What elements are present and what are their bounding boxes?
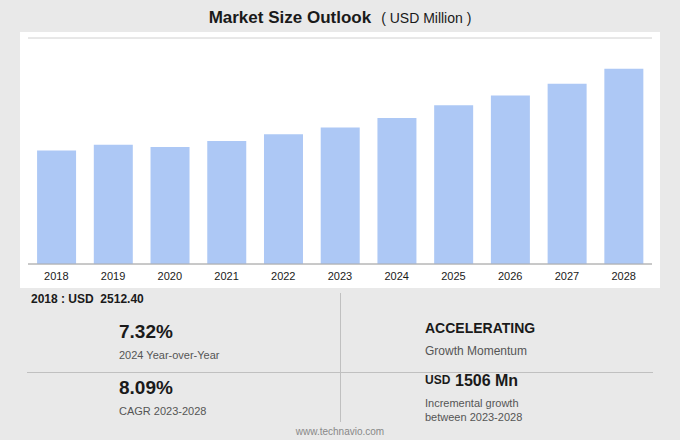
svg-text:2021: 2021 bbox=[214, 270, 238, 282]
html-text:2018 : USD 2512.40: 2018 : USD 2512.40 bbox=[31, 292, 144, 306]
html-text:between 2023-2028: between 2023-2028 bbox=[425, 411, 523, 423]
html-text:2024 Year-over-Year: 2024 Year-over-Year bbox=[119, 349, 220, 361]
svg-text:2024: 2024 bbox=[384, 270, 408, 282]
html-text:Incremental growth: Incremental growth bbox=[425, 397, 519, 409]
svg-text:2022: 2022 bbox=[271, 270, 295, 282]
html-text:Growth Momentum: Growth Momentum bbox=[425, 344, 527, 359]
html-text:7.32%: 7.32% bbox=[119, 320, 173, 342]
svg-text:2028: 2028 bbox=[611, 270, 635, 282]
svg-text:2018: 2018 bbox=[44, 270, 68, 282]
html-text:8.09%: 8.09% bbox=[119, 376, 173, 398]
html-text:Market Size Outlook: Market Size Outlook bbox=[208, 8, 372, 27]
html-text:CAGR 2023-2028: CAGR 2023-2028 bbox=[119, 405, 207, 417]
html-text:www.technavio.com: www.technavio.com bbox=[295, 426, 385, 437]
svg-text:2023: 2023 bbox=[328, 270, 352, 282]
svg-text:2027: 2027 bbox=[555, 270, 579, 282]
svg-text:2026: 2026 bbox=[498, 270, 522, 282]
svg-text:2025: 2025 bbox=[441, 270, 465, 282]
html-text:USD 1506 Mn: USD 1506 Mn bbox=[425, 372, 519, 390]
svg-text:2019: 2019 bbox=[101, 270, 125, 282]
html-text:ACCELERATING: ACCELERATING bbox=[425, 320, 536, 337]
html-text:( USD Million ): ( USD Million ) bbox=[381, 10, 472, 26]
svg-text:2020: 2020 bbox=[158, 270, 182, 282]
